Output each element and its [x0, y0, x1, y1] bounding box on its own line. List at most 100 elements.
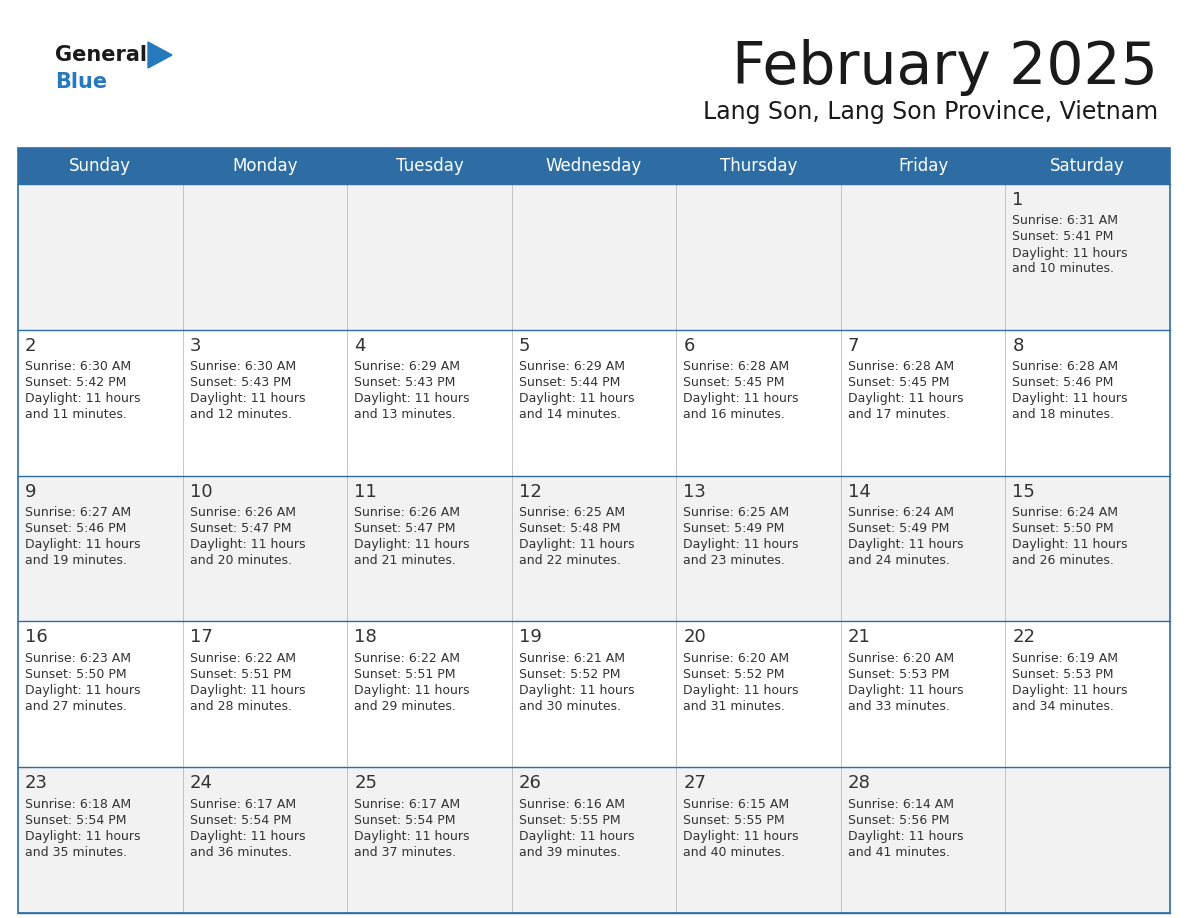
- Text: 21: 21: [848, 629, 871, 646]
- Text: Sunrise: 6:28 AM: Sunrise: 6:28 AM: [1012, 360, 1119, 374]
- Text: Sunrise: 6:15 AM: Sunrise: 6:15 AM: [683, 798, 789, 811]
- Text: Sunrise: 6:26 AM: Sunrise: 6:26 AM: [190, 506, 296, 519]
- Text: Sunset: 5:47 PM: Sunset: 5:47 PM: [190, 522, 291, 535]
- Bar: [18, 330, 1170, 476]
- Text: Sunrise: 6:14 AM: Sunrise: 6:14 AM: [848, 798, 954, 811]
- Text: Daylight: 11 hours: Daylight: 11 hours: [848, 830, 963, 843]
- Text: Sunrise: 6:22 AM: Sunrise: 6:22 AM: [354, 652, 460, 665]
- Text: Sunset: 5:52 PM: Sunset: 5:52 PM: [519, 668, 620, 681]
- Text: Sunset: 5:53 PM: Sunset: 5:53 PM: [1012, 668, 1114, 681]
- Text: Sunset: 5:43 PM: Sunset: 5:43 PM: [190, 376, 291, 389]
- Text: Sunset: 5:55 PM: Sunset: 5:55 PM: [683, 813, 785, 827]
- Text: and 35 minutes.: and 35 minutes.: [25, 845, 127, 858]
- Text: Sunrise: 6:20 AM: Sunrise: 6:20 AM: [683, 652, 789, 665]
- Text: Sunset: 5:54 PM: Sunset: 5:54 PM: [354, 813, 456, 827]
- Text: and 22 minutes.: and 22 minutes.: [519, 554, 620, 567]
- Text: and 23 minutes.: and 23 minutes.: [683, 554, 785, 567]
- Text: and 24 minutes.: and 24 minutes.: [848, 554, 949, 567]
- Text: 20: 20: [683, 629, 706, 646]
- Text: and 37 minutes.: and 37 minutes.: [354, 845, 456, 858]
- Text: Daylight: 11 hours: Daylight: 11 hours: [190, 538, 305, 551]
- Text: and 16 minutes.: and 16 minutes.: [683, 409, 785, 421]
- Text: and 10 minutes.: and 10 minutes.: [1012, 263, 1114, 275]
- Text: Daylight: 11 hours: Daylight: 11 hours: [683, 392, 798, 406]
- Text: 7: 7: [848, 337, 859, 354]
- Text: Sunrise: 6:25 AM: Sunrise: 6:25 AM: [683, 506, 789, 519]
- Text: 1: 1: [1012, 191, 1024, 209]
- Text: 26: 26: [519, 774, 542, 792]
- Text: Daylight: 11 hours: Daylight: 11 hours: [25, 830, 140, 843]
- Text: Daylight: 11 hours: Daylight: 11 hours: [354, 684, 469, 697]
- Text: Sunrise: 6:30 AM: Sunrise: 6:30 AM: [25, 360, 131, 374]
- Bar: [18, 476, 1170, 621]
- Text: Daylight: 11 hours: Daylight: 11 hours: [683, 684, 798, 697]
- Text: Blue: Blue: [55, 72, 107, 92]
- Text: Daylight: 11 hours: Daylight: 11 hours: [1012, 247, 1127, 260]
- Text: Daylight: 11 hours: Daylight: 11 hours: [25, 538, 140, 551]
- Text: 23: 23: [25, 774, 48, 792]
- Bar: [18, 148, 1170, 184]
- Text: and 18 minutes.: and 18 minutes.: [1012, 409, 1114, 421]
- Text: Wednesday: Wednesday: [545, 157, 643, 175]
- Text: Daylight: 11 hours: Daylight: 11 hours: [190, 392, 305, 406]
- Text: Daylight: 11 hours: Daylight: 11 hours: [683, 830, 798, 843]
- Text: 22: 22: [1012, 629, 1036, 646]
- Text: Sunset: 5:45 PM: Sunset: 5:45 PM: [848, 376, 949, 389]
- Text: Sunrise: 6:24 AM: Sunrise: 6:24 AM: [1012, 506, 1118, 519]
- Text: Daylight: 11 hours: Daylight: 11 hours: [848, 538, 963, 551]
- Text: and 29 minutes.: and 29 minutes.: [354, 700, 456, 713]
- Text: Sunset: 5:55 PM: Sunset: 5:55 PM: [519, 813, 620, 827]
- Text: Sunset: 5:49 PM: Sunset: 5:49 PM: [848, 522, 949, 535]
- Text: Thursday: Thursday: [720, 157, 797, 175]
- Text: and 39 minutes.: and 39 minutes.: [519, 845, 620, 858]
- Text: Daylight: 11 hours: Daylight: 11 hours: [519, 538, 634, 551]
- Text: Sunset: 5:56 PM: Sunset: 5:56 PM: [848, 813, 949, 827]
- Text: 6: 6: [683, 337, 695, 354]
- Text: and 30 minutes.: and 30 minutes.: [519, 700, 620, 713]
- Text: Sunset: 5:46 PM: Sunset: 5:46 PM: [25, 522, 126, 535]
- Text: Sunset: 5:46 PM: Sunset: 5:46 PM: [1012, 376, 1114, 389]
- Text: 17: 17: [190, 629, 213, 646]
- Text: 10: 10: [190, 483, 213, 500]
- Text: 14: 14: [848, 483, 871, 500]
- Text: Sunset: 5:44 PM: Sunset: 5:44 PM: [519, 376, 620, 389]
- Text: Sunset: 5:45 PM: Sunset: 5:45 PM: [683, 376, 785, 389]
- Text: Daylight: 11 hours: Daylight: 11 hours: [1012, 392, 1127, 406]
- Text: Monday: Monday: [232, 157, 298, 175]
- Text: Sunrise: 6:27 AM: Sunrise: 6:27 AM: [25, 506, 131, 519]
- Text: 9: 9: [25, 483, 37, 500]
- Text: and 36 minutes.: and 36 minutes.: [190, 845, 291, 858]
- Text: Tuesday: Tuesday: [396, 157, 463, 175]
- Text: and 33 minutes.: and 33 minutes.: [848, 700, 949, 713]
- Text: Sunrise: 6:21 AM: Sunrise: 6:21 AM: [519, 652, 625, 665]
- Text: and 11 minutes.: and 11 minutes.: [25, 409, 127, 421]
- Text: Sunset: 5:48 PM: Sunset: 5:48 PM: [519, 522, 620, 535]
- Text: Sunrise: 6:23 AM: Sunrise: 6:23 AM: [25, 652, 131, 665]
- Text: 5: 5: [519, 337, 530, 354]
- Text: Sunrise: 6:26 AM: Sunrise: 6:26 AM: [354, 506, 460, 519]
- Text: Daylight: 11 hours: Daylight: 11 hours: [848, 392, 963, 406]
- Text: 28: 28: [848, 774, 871, 792]
- Text: and 19 minutes.: and 19 minutes.: [25, 554, 127, 567]
- Text: and 40 minutes.: and 40 minutes.: [683, 845, 785, 858]
- Text: 8: 8: [1012, 337, 1024, 354]
- Text: and 17 minutes.: and 17 minutes.: [848, 409, 950, 421]
- Bar: [18, 767, 1170, 913]
- Text: Sunset: 5:51 PM: Sunset: 5:51 PM: [190, 668, 291, 681]
- Text: Sunset: 5:50 PM: Sunset: 5:50 PM: [25, 668, 127, 681]
- Text: 18: 18: [354, 629, 377, 646]
- Text: Daylight: 11 hours: Daylight: 11 hours: [848, 684, 963, 697]
- Text: Sunset: 5:53 PM: Sunset: 5:53 PM: [848, 668, 949, 681]
- Text: and 28 minutes.: and 28 minutes.: [190, 700, 291, 713]
- Text: Daylight: 11 hours: Daylight: 11 hours: [683, 538, 798, 551]
- Text: 3: 3: [190, 337, 201, 354]
- Text: Daylight: 11 hours: Daylight: 11 hours: [25, 392, 140, 406]
- Text: and 20 minutes.: and 20 minutes.: [190, 554, 291, 567]
- Text: and 12 minutes.: and 12 minutes.: [190, 409, 291, 421]
- Polygon shape: [148, 42, 172, 68]
- Text: Daylight: 11 hours: Daylight: 11 hours: [354, 538, 469, 551]
- Text: Sunset: 5:47 PM: Sunset: 5:47 PM: [354, 522, 456, 535]
- Bar: [18, 184, 1170, 330]
- Text: Sunset: 5:54 PM: Sunset: 5:54 PM: [190, 813, 291, 827]
- Text: Sunset: 5:49 PM: Sunset: 5:49 PM: [683, 522, 784, 535]
